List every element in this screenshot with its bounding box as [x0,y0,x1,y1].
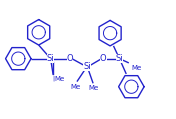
Text: O: O [67,54,73,63]
Text: Si: Si [83,62,91,71]
Text: Me: Me [70,84,81,90]
Text: O: O [100,54,107,63]
Text: Me: Me [132,65,142,71]
Text: |: | [52,76,54,81]
Text: Me: Me [54,76,64,82]
Text: Si: Si [47,54,54,63]
Text: Si: Si [116,54,123,63]
Text: Me: Me [89,85,99,91]
